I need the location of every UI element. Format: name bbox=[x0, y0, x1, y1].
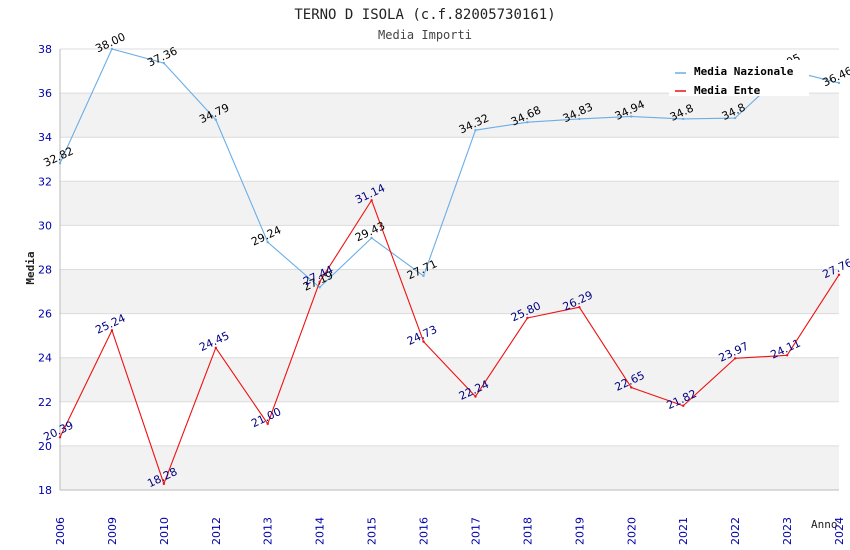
data-point-media-nazionale bbox=[682, 117, 685, 121]
y-tick-label: 34 bbox=[38, 131, 52, 144]
x-tick-label: 2019 bbox=[573, 517, 586, 545]
plot-band bbox=[60, 225, 839, 270]
series-line-media-nazionale bbox=[59, 48, 840, 288]
x-tick-label: 2013 bbox=[262, 517, 275, 545]
x-tick-label: 2016 bbox=[418, 517, 431, 545]
x-axis-label: Anno bbox=[811, 518, 838, 531]
data-point-media-ente bbox=[110, 329, 114, 332]
data-point-media-nazionale bbox=[162, 61, 166, 65]
y-axis-ticks: 18 20 22 24 26 28 30 32 34 36 38 bbox=[38, 43, 52, 497]
x-tick-label: 2017 bbox=[469, 517, 482, 545]
plot-band bbox=[60, 357, 839, 402]
x-tick-label: 2021 bbox=[677, 517, 690, 545]
legend-label-media-ente: Media Ente bbox=[694, 84, 761, 97]
x-tick-label: 2014 bbox=[314, 517, 327, 545]
data-point-media-ente bbox=[214, 346, 217, 349]
data-point-media-nazionale bbox=[214, 118, 217, 121]
legend-box bbox=[669, 60, 809, 96]
data-point-media-nazionale bbox=[422, 274, 425, 278]
y-tick-label: 36 bbox=[38, 87, 52, 100]
y-tick-label: 26 bbox=[38, 308, 52, 321]
data-point-media-nazionale bbox=[474, 128, 477, 132]
data-point-media-ente bbox=[58, 436, 62, 439]
data-point-media-ente bbox=[474, 395, 477, 398]
x-tick-label: 2015 bbox=[366, 517, 379, 545]
data-point-media-ente bbox=[837, 273, 841, 276]
data-point-media-nazionale bbox=[526, 121, 529, 124]
data-point-media-ente bbox=[370, 199, 373, 202]
legend-label-media-nazionale: Media Nazionale bbox=[694, 65, 794, 78]
plot-background bbox=[59, 48, 839, 491]
data-point-media-ente bbox=[422, 340, 425, 343]
data-point-media-ente bbox=[630, 386, 633, 389]
data-point-media-ente bbox=[682, 404, 685, 407]
x-tick-label: 2024 bbox=[833, 517, 846, 545]
x-tick-label: 2020 bbox=[625, 517, 638, 545]
y-tick-label: 32 bbox=[38, 175, 52, 188]
y-tick-label: 38 bbox=[38, 43, 52, 56]
plot-band bbox=[60, 269, 839, 314]
plot-band bbox=[60, 313, 839, 358]
x-tick-label: 2018 bbox=[521, 517, 534, 545]
x-tick-label: 2022 bbox=[729, 517, 742, 545]
x-tick-label: 2023 bbox=[781, 517, 794, 545]
data-point-media-nazionale bbox=[630, 115, 633, 118]
y-tick-label: 22 bbox=[38, 396, 52, 409]
plot-band bbox=[60, 401, 839, 446]
x-tick-label: 2006 bbox=[54, 517, 67, 545]
y-tick-label: 28 bbox=[38, 264, 52, 277]
x-axis-ticks: 2006 2009 2010 2012 2013 2014 2015 2016 2017 2018… bbox=[54, 517, 846, 545]
chart-subtitle: Media Importi bbox=[378, 28, 472, 42]
data-point-media-nazionale bbox=[837, 81, 841, 85]
data-point-media-ente bbox=[785, 354, 789, 357]
data-point-media-nazionale bbox=[58, 162, 62, 165]
x-tick-label: 2009 bbox=[106, 517, 119, 545]
plot-band bbox=[60, 137, 839, 182]
data-point-media-nazionale bbox=[578, 117, 581, 121]
data-point-media-nazionale bbox=[266, 240, 269, 244]
plot-band bbox=[60, 93, 839, 138]
data-point-media-nazionale bbox=[110, 47, 114, 51]
y-axis-label: Media bbox=[24, 251, 37, 284]
series-line-media-ente bbox=[59, 199, 840, 485]
data-point-media-nazionale bbox=[318, 286, 321, 289]
data-point-media-ente bbox=[733, 357, 737, 360]
legend: Media Nazionale Media Ente bbox=[669, 60, 809, 97]
x-tick-label: 2012 bbox=[210, 517, 223, 545]
x-tick-label: 2010 bbox=[158, 517, 171, 545]
chart-title: TERNO D ISOLA (c.f.82005730161) bbox=[294, 7, 555, 23]
plot-band bbox=[60, 445, 839, 490]
data-point-media-nazionale bbox=[733, 116, 737, 120]
y-tick-label: 18 bbox=[38, 484, 52, 497]
data-point-media-ente bbox=[578, 306, 581, 309]
y-tick-label: 24 bbox=[38, 352, 52, 365]
data-point-media-ente bbox=[526, 316, 529, 320]
data-point-media-ente bbox=[266, 422, 269, 426]
y-tick-label: 20 bbox=[38, 440, 52, 453]
series-lines bbox=[58, 47, 841, 486]
data-point-media-ente bbox=[318, 280, 321, 284]
y-tick-label: 30 bbox=[38, 219, 52, 232]
data-point-media-ente bbox=[162, 482, 166, 486]
data-point-media-nazionale bbox=[370, 236, 373, 240]
